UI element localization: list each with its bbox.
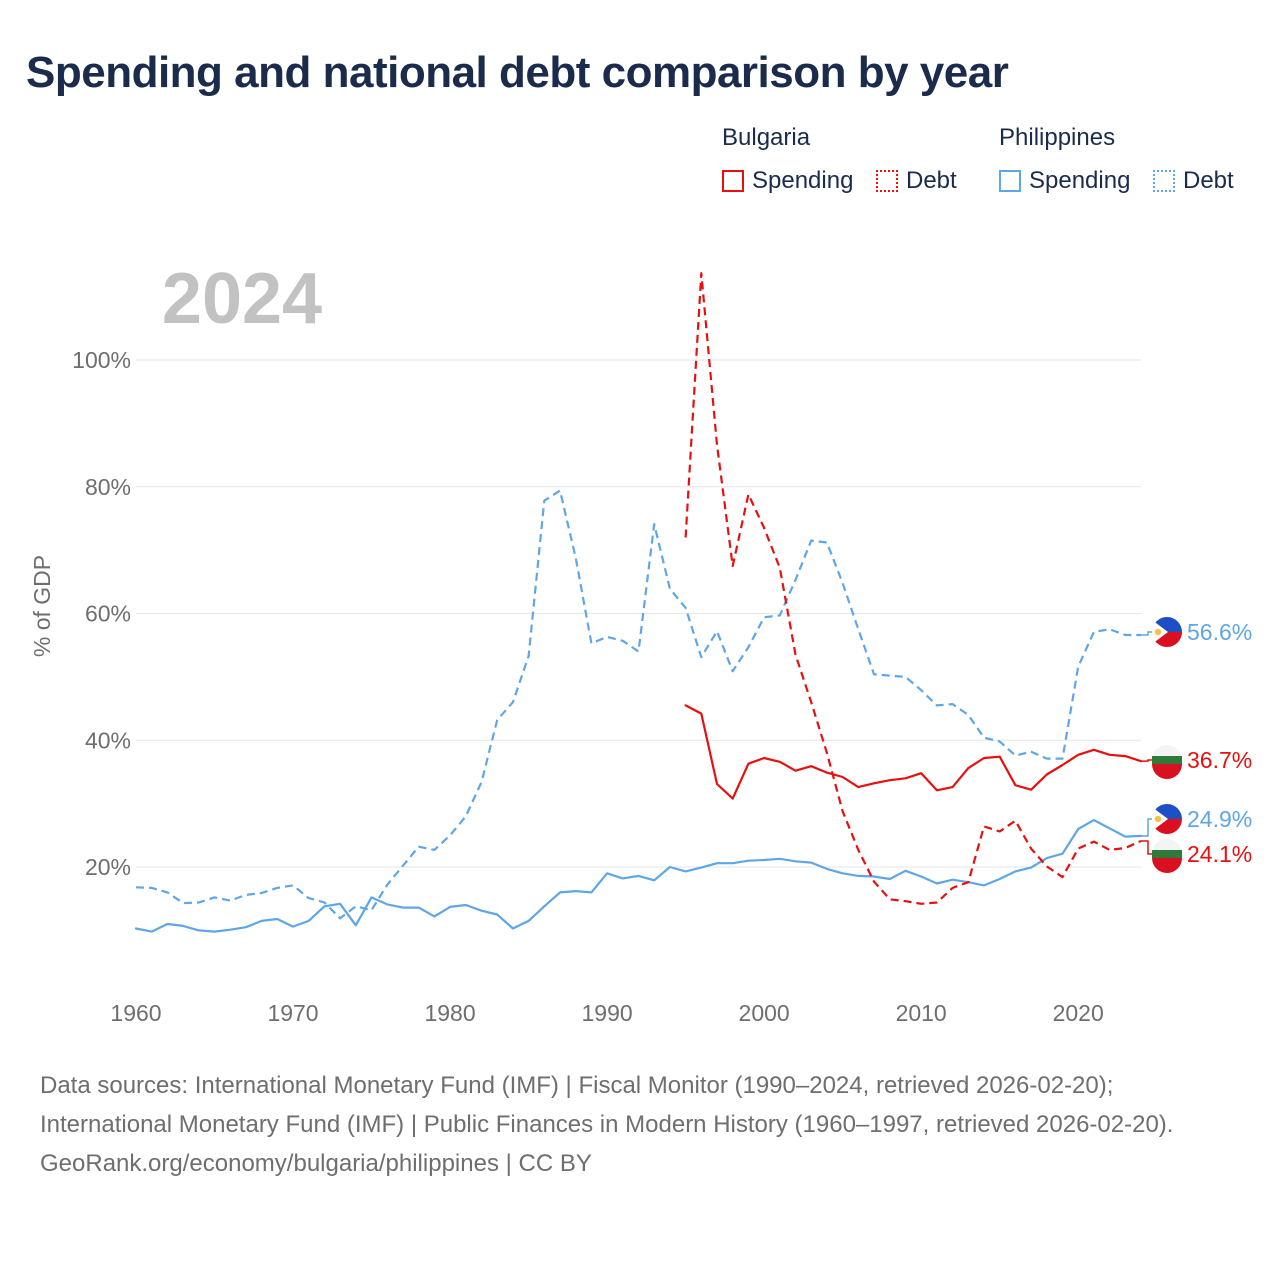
data-sources: Data sources: International Monetary Fun…: [40, 1072, 1174, 1138]
y-tick-label: 20%: [85, 854, 131, 880]
x-tick-label: 1960: [110, 1000, 161, 1026]
legend-bulgaria-debt[interactable]: Debt: [876, 166, 957, 196]
series-line-bulgaria-debt: [684, 272, 1142, 905]
end-value-label: 36.7%: [1187, 747, 1252, 773]
legend-philippines-spending[interactable]: Spending: [999, 166, 1130, 196]
year-watermark: 2024: [162, 259, 322, 339]
legend-label-bulgaria-spending: Spending: [752, 167, 854, 194]
x-tick-label: 2000: [739, 1000, 790, 1026]
leader-line: [1141, 759, 1152, 762]
legend-swatch-philippines-debt: [1153, 170, 1175, 192]
x-tick-label: 2010: [896, 1000, 947, 1026]
legend-group-bulgaria: Bulgaria: [722, 124, 811, 151]
footer: Data sources: International Monetary Fun…: [40, 1066, 1240, 1183]
y-tick-label: 40%: [85, 727, 131, 753]
series-line-bulgaria-spending: [684, 704, 1143, 800]
credit-line: GeoRank.org/economy/bulgaria/philippines…: [40, 1150, 592, 1177]
y-axis-ticks: 20% 40% 60% 80% 100%: [72, 347, 131, 880]
leader-line: [1141, 818, 1152, 837]
legend-label-philippines-debt: Debt: [1183, 167, 1234, 194]
y-tick-label: 80%: [85, 474, 131, 500]
legend-philippines-debt[interactable]: Debt: [1153, 166, 1234, 196]
legend-label-bulgaria-debt: Debt: [906, 167, 957, 194]
end-value-label: 56.6%: [1187, 619, 1252, 645]
series-line-philippines-spending: [134, 819, 1143, 933]
x-tick-label: 2020: [1053, 1000, 1104, 1026]
legend-bulgaria-spending[interactable]: Spending: [722, 166, 853, 196]
end-value-label: 24.1%: [1187, 841, 1252, 867]
end-labels: 56.6% 24.9% 24.1% 36.7%: [1141, 617, 1252, 873]
leader-line: [1141, 631, 1152, 636]
legend-swatch-philippines-spending: [999, 170, 1021, 192]
series-lines: [134, 272, 1143, 933]
x-tick-label: 1980: [424, 1000, 475, 1026]
x-axis-ticks: 1960 1970 1980 1990 2000 2010 2020: [110, 1000, 1103, 1026]
end-value-label: 24.9%: [1187, 806, 1252, 832]
series-line-philippines-debt: [135, 489, 1141, 920]
legend-swatch-bulgaria-spending: [722, 170, 744, 192]
bulgaria-flag-icon: [1152, 839, 1182, 873]
x-tick-label: 1990: [582, 1000, 633, 1026]
legend-group-philippines: Philippines: [999, 124, 1116, 151]
philippines-flag-icon: [1152, 617, 1182, 647]
y-tick-label: 60%: [85, 601, 131, 627]
legend-swatch-bulgaria-debt: [876, 170, 898, 192]
x-tick-label: 1970: [267, 1000, 318, 1026]
philippines-flag-icon: [1152, 804, 1182, 834]
y-tick-label: 100%: [72, 347, 131, 373]
leader-line: [1141, 840, 1152, 855]
y-axis-label: % of GDP: [29, 555, 55, 657]
chart-title: Spending and national debt comparison by…: [26, 48, 1009, 97]
bulgaria-flag-icon: [1152, 745, 1182, 779]
legend-label-philippines-spending: Spending: [1029, 167, 1131, 194]
gridlines: [136, 359, 1141, 868]
